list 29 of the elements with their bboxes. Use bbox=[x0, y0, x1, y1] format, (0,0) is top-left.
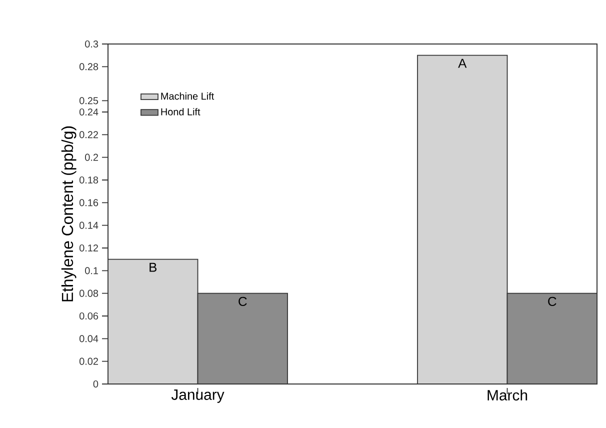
y-tick-label: 0.16 bbox=[79, 199, 98, 206]
y-tick-label: 0.14 bbox=[79, 222, 98, 229]
x-tick-label: March bbox=[488, 390, 528, 400]
y-tick-label: 0.06 bbox=[79, 312, 98, 320]
y-tick-label: 0 bbox=[93, 380, 98, 388]
y-tick-label: 0.1 bbox=[85, 267, 98, 274]
legend-label: Machine Lift bbox=[161, 92, 214, 100]
x-tick-label: January bbox=[171, 390, 224, 403]
bar bbox=[197, 292, 288, 384]
y-tick-label: 0.2 bbox=[85, 154, 98, 161]
data-label: A bbox=[458, 58, 467, 68]
data-label: C bbox=[238, 296, 247, 306]
y-tick-label: 0.28 bbox=[79, 63, 98, 70]
y-tick-label: 0.18 bbox=[79, 176, 98, 184]
y-axis-title: Ethylene Content (ppb/g) bbox=[61, 126, 76, 302]
y-tick-label: 0.24 bbox=[79, 108, 98, 116]
y-tick-label: 0.22 bbox=[79, 131, 98, 138]
data-label: B bbox=[150, 262, 157, 272]
y-tick-label: 0.04 bbox=[79, 335, 98, 342]
bar bbox=[506, 292, 598, 384]
bar bbox=[108, 258, 198, 384]
y-tick-label: 0.25 bbox=[79, 97, 98, 104]
bar bbox=[417, 54, 508, 384]
data-label: C bbox=[548, 296, 556, 306]
y-tick-label: 0.3 bbox=[85, 40, 98, 48]
y-tick-label: 0.02 bbox=[79, 358, 98, 365]
y-tick-label: 0.08 bbox=[79, 290, 98, 297]
legend-label: Hond Lift bbox=[161, 108, 200, 116]
y-tick-label: 0.12 bbox=[79, 244, 98, 252]
